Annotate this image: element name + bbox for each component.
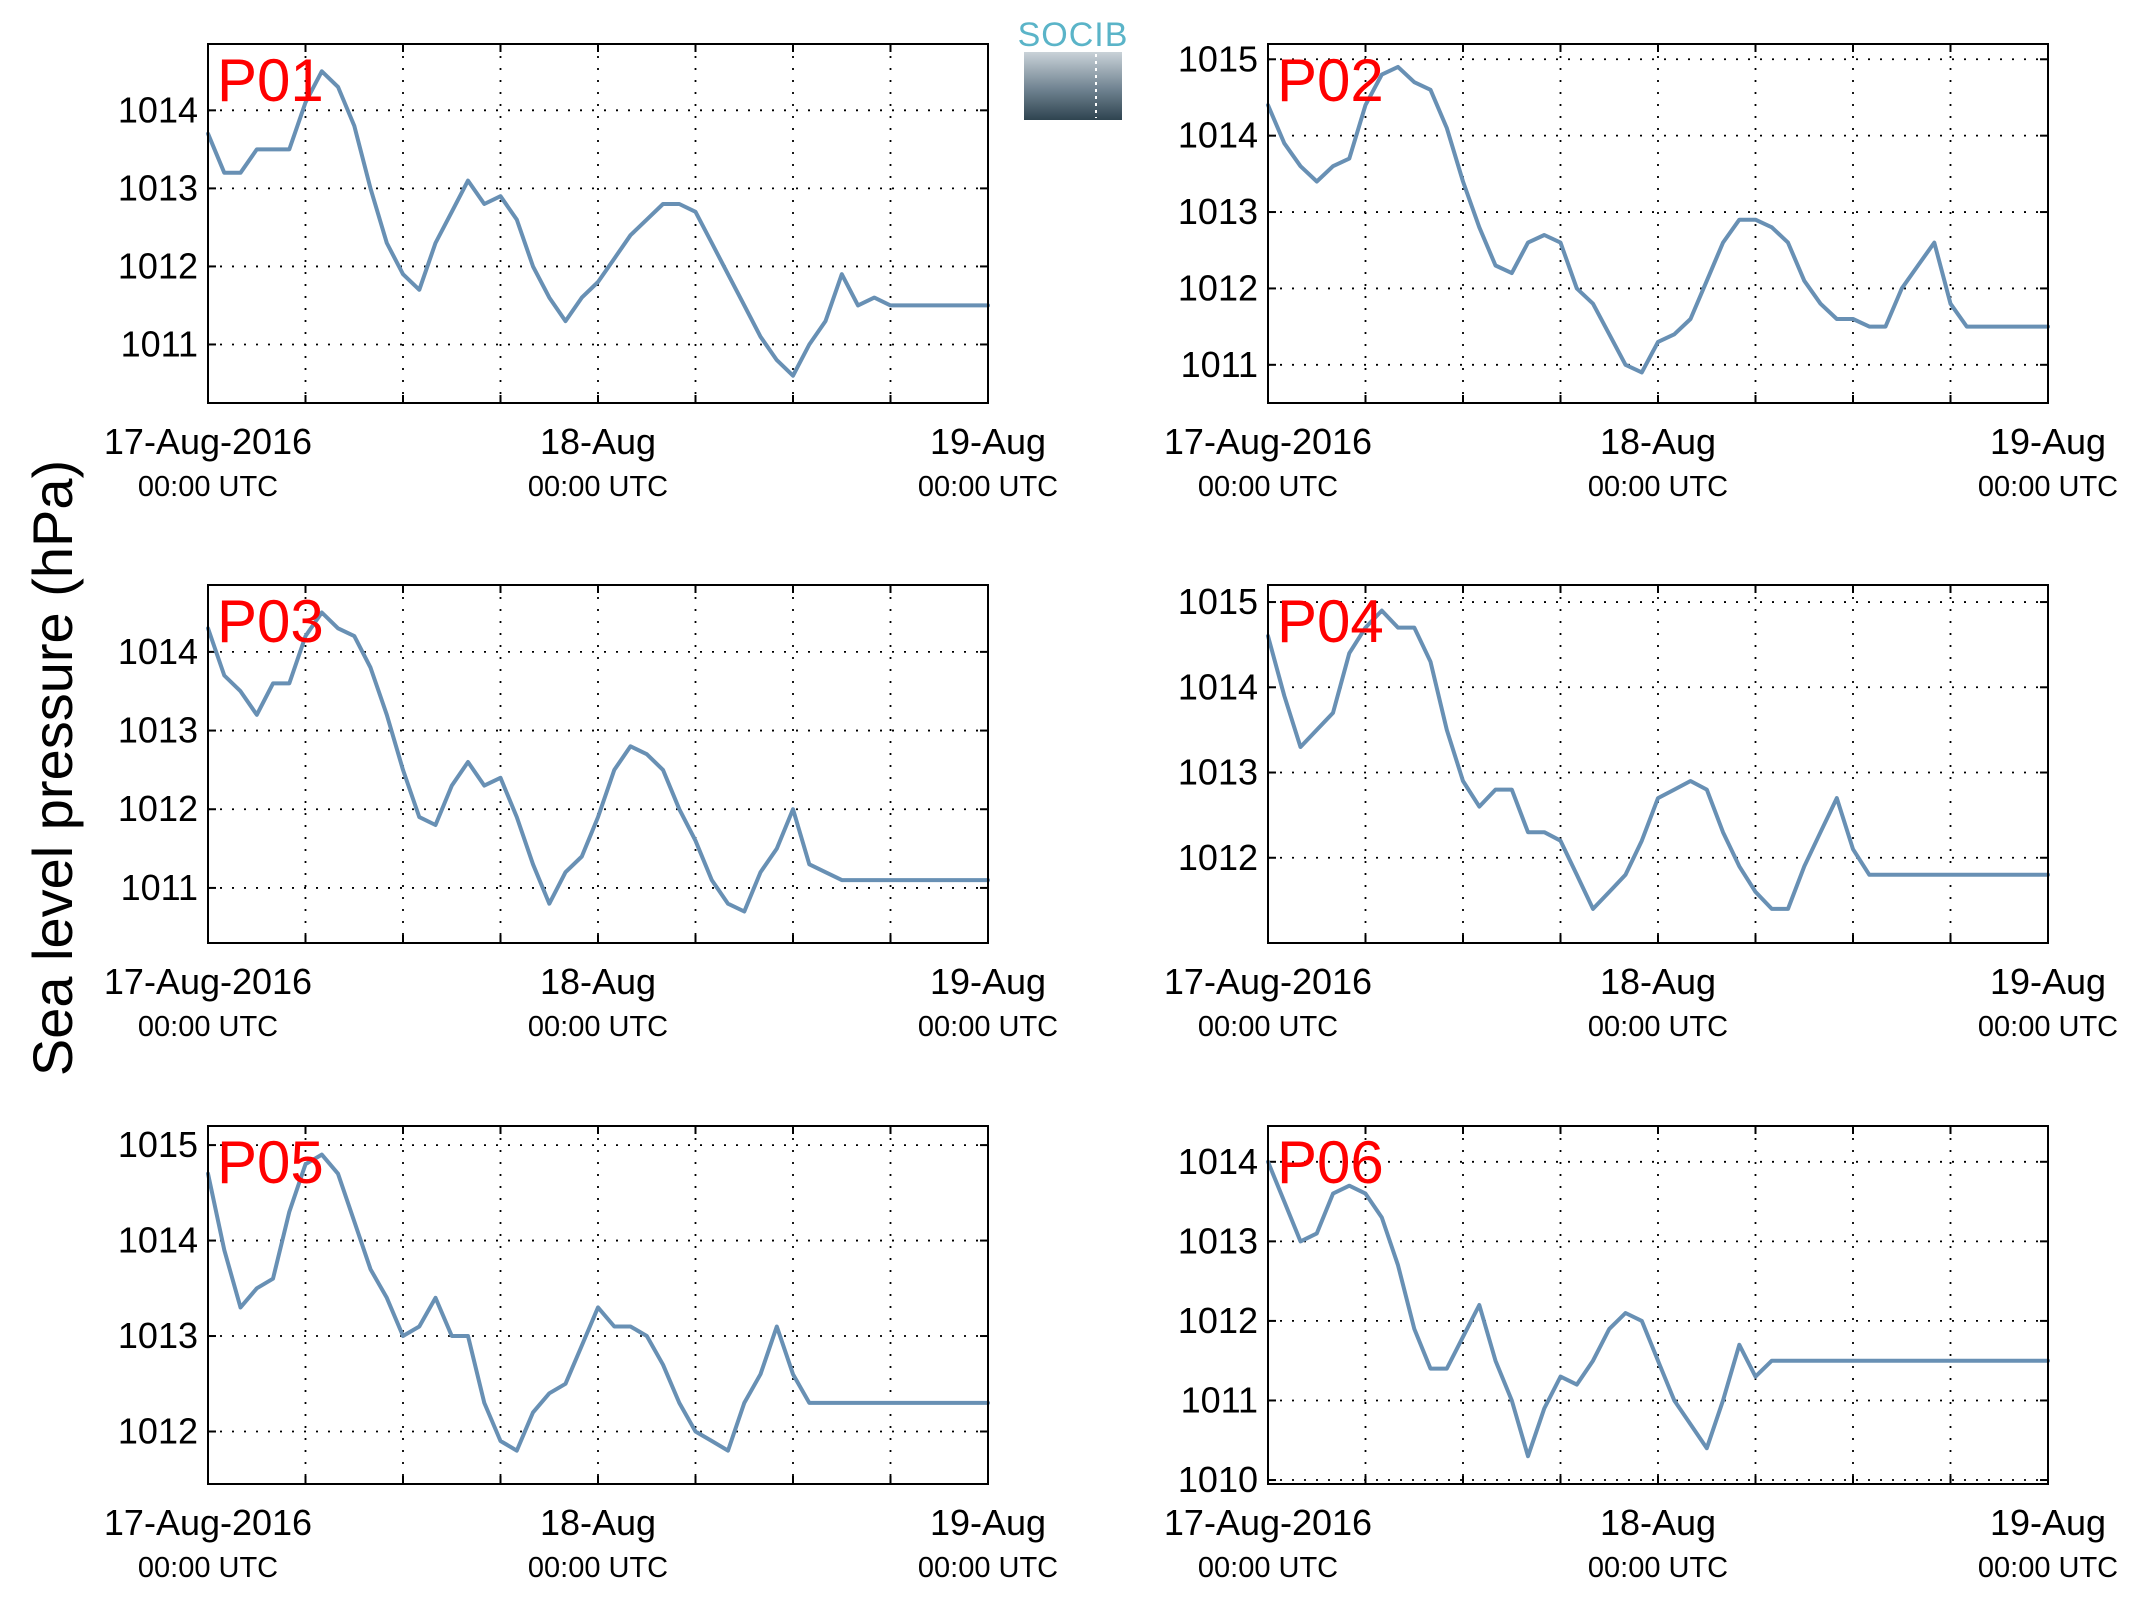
y-tick-label: 1012 bbox=[118, 245, 198, 286]
x-tick-label-time: 00:00 UTC bbox=[918, 471, 1058, 503]
x-tick-label-time: 00:00 UTC bbox=[918, 1011, 1058, 1043]
x-tick-label-date: 18-Aug bbox=[540, 961, 656, 1002]
x-tick-label-date: 19-Aug bbox=[1990, 421, 2106, 462]
plot-area bbox=[1268, 44, 2048, 403]
axes-frame bbox=[1267, 1125, 2049, 1485]
panel-label: P01 bbox=[217, 47, 324, 114]
panel-label: P05 bbox=[217, 1129, 324, 1196]
y-tick-label: 1014 bbox=[118, 1220, 198, 1261]
x-tick-label-date: 19-Aug bbox=[930, 1502, 1046, 1543]
plot-area bbox=[208, 44, 988, 403]
x-tick-label-time: 00:00 UTC bbox=[528, 1552, 668, 1584]
y-tick-label: 1011 bbox=[1181, 1379, 1258, 1420]
series-line-p01 bbox=[206, 69, 990, 378]
y-tick-label: 1013 bbox=[118, 1315, 198, 1356]
x-tick-label-date: 19-Aug bbox=[1990, 961, 2106, 1002]
y-tick-label: 1011 bbox=[121, 323, 198, 364]
x-tick-label-time: 00:00 UTC bbox=[1588, 1011, 1728, 1043]
y-tick-label: 1013 bbox=[1178, 1220, 1258, 1261]
y-tick-label: 1013 bbox=[1178, 752, 1258, 793]
y-tick-label: 1015 bbox=[1178, 581, 1258, 622]
y-tick-label: 1014 bbox=[118, 89, 198, 130]
axes-frame bbox=[1267, 584, 2049, 944]
x-tick-label-time: 00:00 UTC bbox=[528, 1011, 668, 1043]
series-line-p04 bbox=[1266, 608, 2050, 911]
x-tick-label-date: 18-Aug bbox=[540, 1502, 656, 1543]
x-tick-label-time: 00:00 UTC bbox=[1978, 1011, 2118, 1043]
y-tick-label: 1010 bbox=[1178, 1459, 1258, 1500]
x-tick-label-time: 00:00 UTC bbox=[138, 471, 278, 503]
y-tick-label: 1012 bbox=[1178, 1300, 1258, 1341]
series-line-p05 bbox=[206, 1152, 990, 1453]
x-tick-label-date: 17-Aug-2016 bbox=[1164, 961, 1372, 1002]
y-tick-label: 1015 bbox=[1178, 38, 1258, 79]
panels: 1011 1012 1013 1014 17-Aug-2016 00:00 UTC 18-A… bbox=[104, 38, 2118, 1584]
logo-gradient-block bbox=[1024, 52, 1122, 120]
x-tick-label-time: 00:00 UTC bbox=[1198, 1011, 1338, 1043]
y-tick-label: 1013 bbox=[1178, 191, 1258, 232]
axes-frame bbox=[207, 43, 989, 404]
x-tick-label-date: 18-Aug bbox=[1600, 1502, 1716, 1543]
x-tick-label-date: 18-Aug bbox=[1600, 421, 1716, 462]
logo-text: SOCIB bbox=[1018, 16, 1129, 54]
y-tick-label: 1013 bbox=[118, 710, 198, 751]
series-line-p06 bbox=[1266, 1159, 2050, 1459]
x-tick-label-date: 18-Aug bbox=[1600, 961, 1716, 1002]
series-line-p03 bbox=[206, 610, 990, 914]
series-line-p02 bbox=[1266, 64, 2050, 375]
y-tick-label: 1012 bbox=[118, 788, 198, 829]
y-tick-label: 1011 bbox=[1181, 344, 1258, 385]
x-tick-label-date: 17-Aug-2016 bbox=[104, 421, 312, 462]
x-tick-label-date: 19-Aug bbox=[1990, 1502, 2106, 1543]
x-tick-label-date: 17-Aug-2016 bbox=[1164, 421, 1372, 462]
panel-label: P04 bbox=[1277, 588, 1384, 655]
panel-p03: 1011 1012 1013 1014 17-Aug-2016 00:00 UTC 18-A… bbox=[104, 584, 1058, 1043]
x-tick-label-date: 17-Aug-2016 bbox=[1164, 1502, 1372, 1543]
socib-logo: SOCIB bbox=[1018, 14, 1129, 120]
y-tick-label: 1014 bbox=[1178, 1141, 1258, 1182]
x-tick-label-time: 00:00 UTC bbox=[1198, 1552, 1338, 1584]
x-tick-label-date: 19-Aug bbox=[930, 961, 1046, 1002]
x-tick-label-time: 00:00 UTC bbox=[918, 1552, 1058, 1584]
x-tick-label-time: 00:00 UTC bbox=[138, 1552, 278, 1584]
x-tick-label-time: 00:00 UTC bbox=[1978, 471, 2118, 503]
plot-area bbox=[1268, 585, 2048, 943]
panel-label: P03 bbox=[217, 588, 324, 655]
axes-frame bbox=[1267, 43, 2049, 404]
axes-frame bbox=[207, 584, 989, 944]
y-tick-label: 1012 bbox=[1178, 267, 1258, 308]
y-tick-label: 1014 bbox=[118, 631, 198, 672]
y-axis-label: Sea level pressure (hPa) bbox=[21, 460, 84, 1076]
x-tick-label-time: 00:00 UTC bbox=[528, 471, 668, 503]
x-tick-label-time: 00:00 UTC bbox=[1588, 1552, 1728, 1584]
y-tick-label: 1013 bbox=[118, 167, 198, 208]
panel-p04: 1012 1013 1014 1015 17-Aug-2016 00:00 UTC 18-A… bbox=[1164, 581, 2118, 1043]
x-tick-label-date: 18-Aug bbox=[540, 421, 656, 462]
x-tick-label-time: 00:00 UTC bbox=[138, 1011, 278, 1043]
y-tick-label: 1012 bbox=[1178, 837, 1258, 878]
x-tick-label-time: 00:00 UTC bbox=[1978, 1552, 2118, 1584]
panel-p01: 1011 1012 1013 1014 17-Aug-2016 00:00 UTC 18-A… bbox=[104, 43, 1058, 503]
panel-p02: 1011 1012 1013 1014 1015 17-Aug-2016 00:00 UTC… bbox=[1164, 38, 2118, 503]
x-tick-label-date: 19-Aug bbox=[930, 421, 1046, 462]
y-tick-label: 1015 bbox=[118, 1124, 198, 1165]
plot-area bbox=[1268, 1126, 2048, 1484]
panel-p05: 1012 1013 1014 1015 17-Aug-2016 00:00 UTC 18-A… bbox=[104, 1124, 1058, 1584]
x-tick-label-date: 17-Aug-2016 bbox=[104, 961, 312, 1002]
x-tick-label-time: 00:00 UTC bbox=[1198, 471, 1338, 503]
y-tick-label: 1011 bbox=[121, 867, 198, 908]
panel-label: P02 bbox=[1277, 47, 1384, 114]
x-tick-label-time: 00:00 UTC bbox=[1588, 471, 1728, 503]
y-tick-label: 1014 bbox=[1178, 115, 1258, 156]
panel-label: P06 bbox=[1277, 1129, 1384, 1196]
y-tick-label: 1012 bbox=[118, 1410, 198, 1451]
x-tick-label-date: 17-Aug-2016 bbox=[104, 1502, 312, 1543]
y-tick-label: 1014 bbox=[1178, 666, 1258, 707]
panel-p06: 1010 1011 1012 1013 1014 17-Aug-2016 00:00 UTC… bbox=[1164, 1125, 2118, 1584]
plot-area bbox=[208, 1126, 988, 1484]
plot-area bbox=[208, 585, 988, 943]
axes-frame bbox=[207, 1125, 989, 1485]
